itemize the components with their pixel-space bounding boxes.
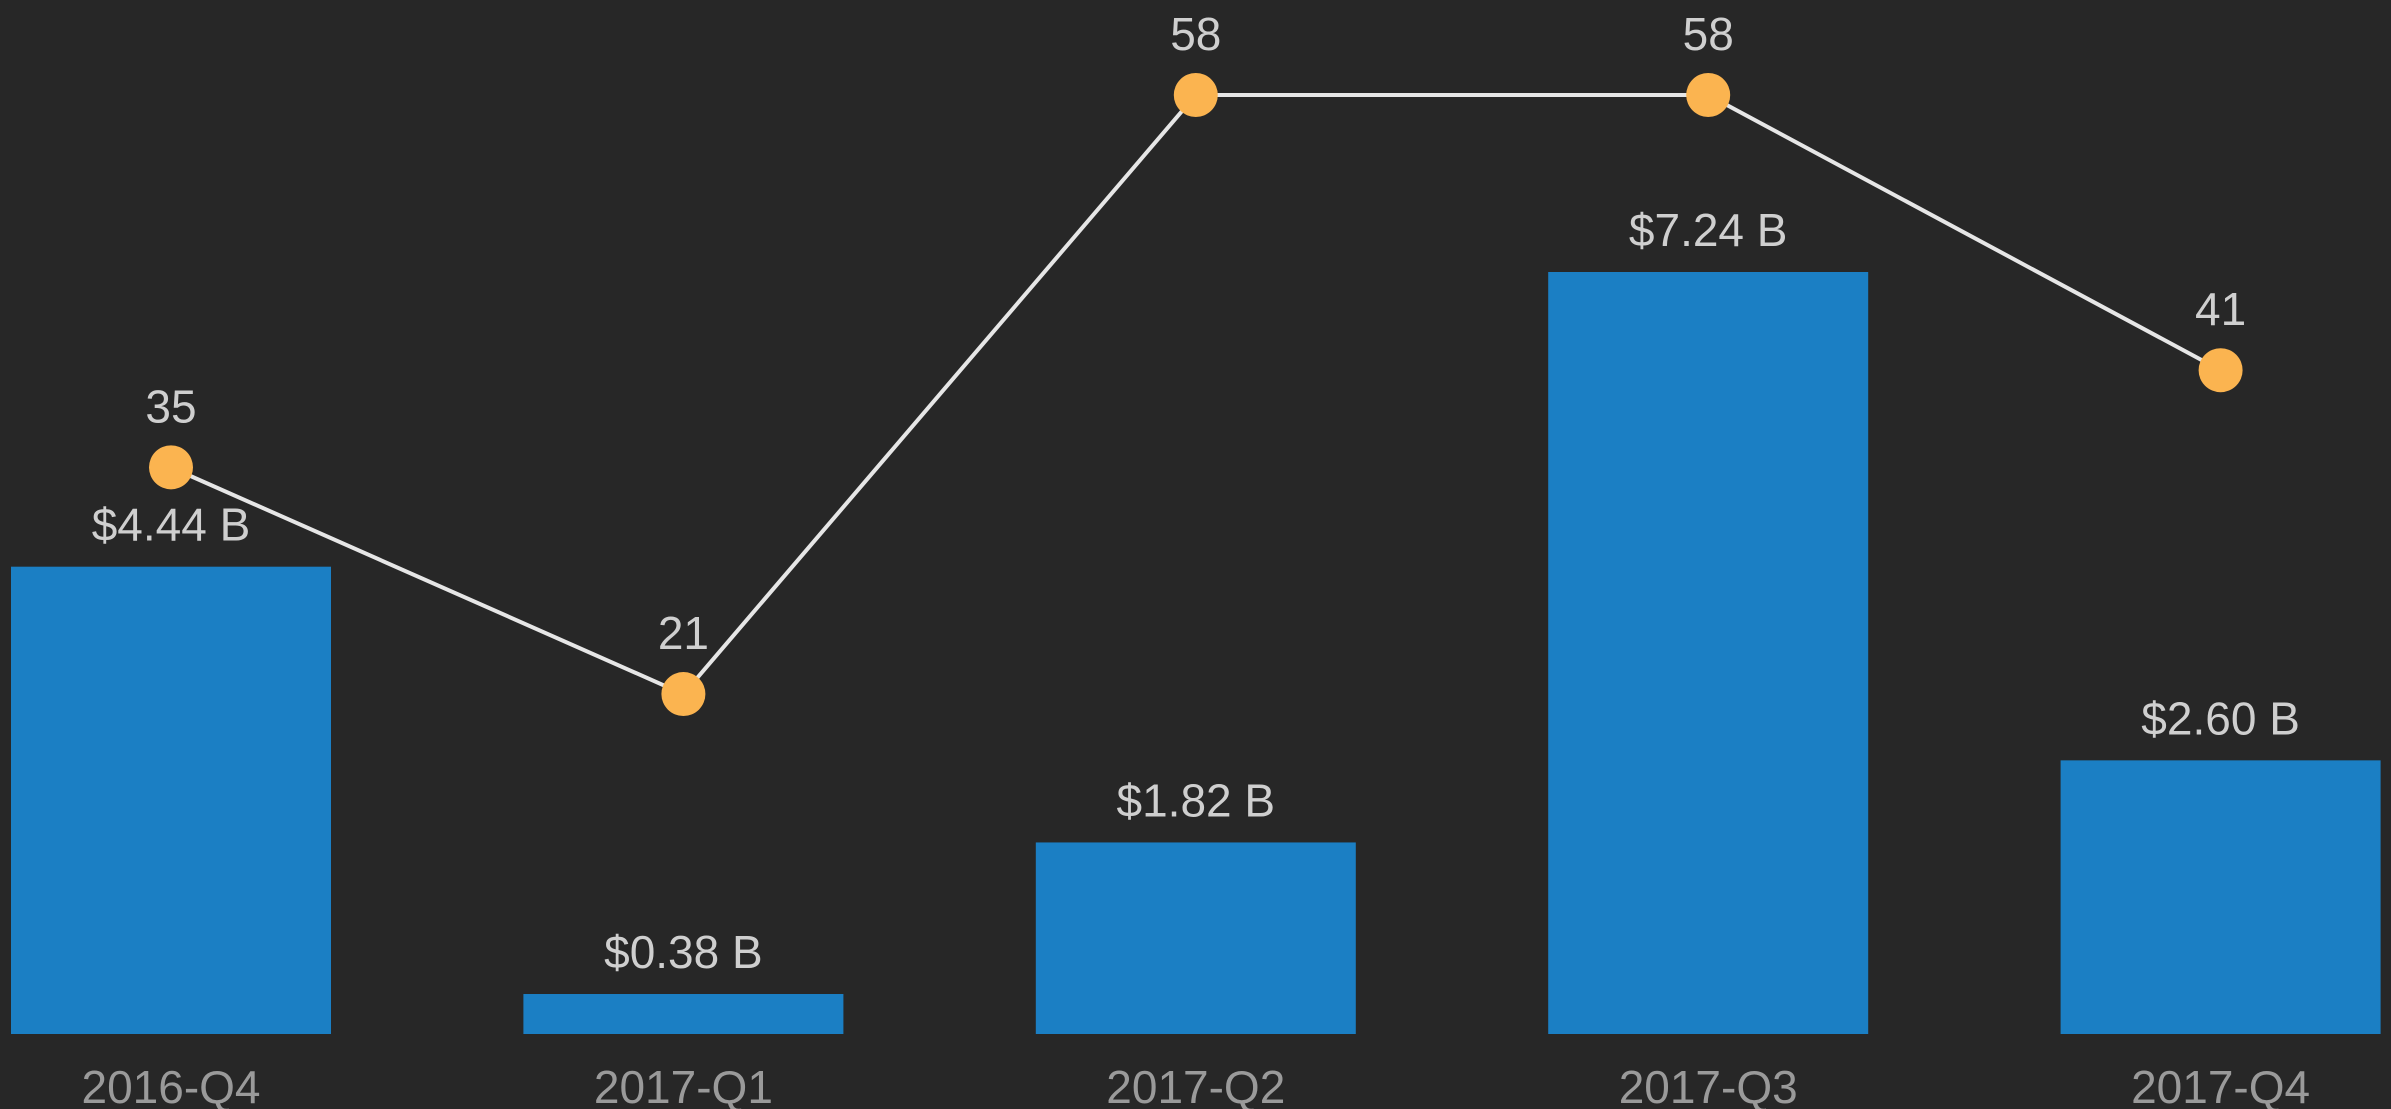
bar [523, 994, 844, 1034]
line-point [661, 672, 706, 717]
point-value-label: 35 [145, 380, 196, 432]
bar [2060, 760, 2381, 1034]
point-value-label: 41 [2195, 283, 2246, 335]
line-point [2198, 348, 2243, 393]
bar [1548, 272, 1869, 1034]
x-tick-label: 2017-Q4 [2131, 1061, 2310, 1109]
bar-value-label: $2.60 B [2141, 692, 2300, 744]
x-tick-label: 2017-Q1 [594, 1061, 773, 1109]
point-value-label: 21 [658, 607, 709, 659]
bar-value-label: $1.82 B [1117, 774, 1276, 826]
bar-value-label: $7.24 B [1629, 204, 1788, 256]
line-point [1686, 73, 1731, 117]
line-point [149, 445, 193, 490]
point-value-label: 58 [1683, 8, 1734, 60]
point-value-label: 58 [1170, 8, 1221, 60]
bar [1035, 842, 1356, 1034]
x-tick-label: 2016-Q4 [81, 1061, 260, 1109]
bar [11, 566, 331, 1034]
x-tick-label: 2017-Q3 [1619, 1061, 1798, 1109]
bar-value-label: $4.44 B [92, 499, 251, 551]
line-point [1173, 73, 1218, 117]
x-tick-label: 2017-Q2 [1106, 1061, 1285, 1109]
bar-value-label: $0.38 B [604, 926, 763, 978]
